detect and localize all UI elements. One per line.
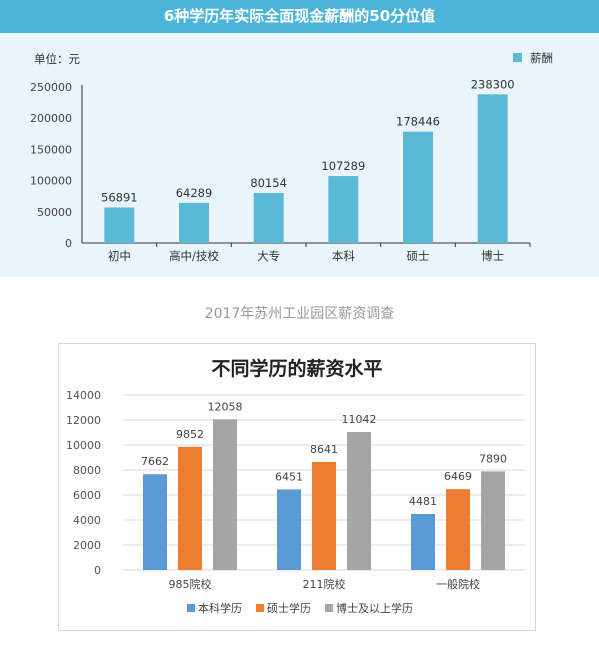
- bottom-chart-legend-label: 博士及以上学历: [336, 601, 413, 615]
- bottom-chart-bar: [213, 419, 237, 570]
- bottom-chart-panel: 不同学历的薪资水平 0 2000 4000 6000 8000 10000 12000 140…: [58, 343, 536, 631]
- bottom-chart-y-tick: 0: [94, 564, 101, 577]
- top-chart-x-tick: 本科: [332, 249, 355, 263]
- bottom-chart-data-label: 11042: [342, 413, 377, 426]
- bottom-chart-bar: [411, 513, 435, 570]
- bottom-chart-bar: [481, 471, 505, 570]
- top-chart-data-label: 238300: [471, 77, 515, 91]
- bottom-chart-data-label: 4481: [409, 495, 437, 508]
- top-chart-y-tick: 150000: [30, 143, 72, 156]
- top-chart-data-label: 64289: [176, 186, 213, 200]
- top-chart-legend-swatch: [513, 53, 522, 62]
- bottom-chart-title: 不同学历的薪资水平: [211, 358, 383, 380]
- top-chart-panel: 6种学历年实际全面现金薪酬的50分位值 单位：元 薪酬 0 50000 100000 15…: [0, 0, 599, 277]
- top-chart-bar: [328, 176, 359, 243]
- bottom-chart-y-tick: 14000: [66, 389, 101, 402]
- top-chart-x-tick: 博士: [481, 249, 504, 263]
- top-chart-data-label: 178446: [396, 115, 440, 129]
- bottom-chart-y-tick: 6000: [73, 489, 101, 502]
- top-chart-x-tick: 硕士: [407, 249, 430, 263]
- top-chart-y-tick: 100000: [30, 175, 72, 188]
- top-chart-legend-label: 薪酬: [530, 51, 553, 65]
- bottom-chart-x-tick: 985院校: [169, 577, 212, 591]
- bottom-chart-x-tick: 211院校: [303, 577, 346, 591]
- top-chart-bar: [104, 207, 135, 243]
- top-chart-x-tick: 初中: [108, 249, 131, 263]
- bottom-chart-y-tick: 4000: [73, 514, 101, 527]
- bottom-chart-bar: [178, 446, 202, 570]
- top-chart-bar: [253, 192, 284, 243]
- top-chart-data-label: 80154: [250, 176, 287, 190]
- bottom-chart-data-label: 12058: [208, 400, 243, 413]
- top-chart-bar: [477, 94, 508, 243]
- top-chart-x-tick: 高中/技校: [169, 249, 219, 263]
- bottom-chart-svg: 0 2000 4000 6000 8000 10000 12000 14000 7662 9852…: [66, 389, 525, 615]
- top-chart-y-tick: 200000: [30, 112, 72, 125]
- top-chart-bar: [179, 202, 209, 243]
- bottom-chart-y-tick: 10000: [66, 439, 101, 452]
- bottom-chart-bar: [143, 474, 167, 570]
- bottom-chart-data-label: 6451: [275, 470, 303, 483]
- bottom-chart-bar: [277, 489, 301, 570]
- top-chart-title-bar: [0, 0, 599, 33]
- bottom-chart-data-label: 6469: [444, 470, 472, 483]
- top-chart-data-label: 107289: [321, 159, 365, 173]
- bottom-chart-legend-label: 硕士学历: [267, 601, 311, 615]
- top-chart-y-tick: 50000: [37, 206, 72, 219]
- bottom-chart-data-label: 7890: [479, 452, 507, 465]
- bottom-chart-legend-swatch: [256, 604, 264, 612]
- bottom-chart-data-label: 7662: [141, 455, 169, 468]
- top-chart-y-tick: 0: [65, 237, 72, 250]
- bottom-chart-bar: [446, 489, 470, 570]
- bottom-chart-y-tick: 12000: [66, 414, 101, 427]
- top-chart-svg: 单位：元 薪酬 0 50000 100000 150000 200000 250000 5689…: [30, 51, 553, 263]
- top-chart-bar: [403, 131, 433, 243]
- bottom-chart-x-tick: 一般院校: [436, 577, 480, 591]
- bottom-chart-data-label: 8641: [310, 443, 338, 456]
- bottom-chart-bar: [347, 431, 371, 570]
- bottom-chart-data-label: 9852: [176, 428, 204, 441]
- top-chart-unit-label: 单位：元: [34, 52, 80, 66]
- bottom-chart-legend-swatch: [187, 604, 195, 612]
- top-chart-x-tick: 大专: [257, 249, 280, 263]
- top-chart-data-label: 56891: [101, 191, 138, 205]
- bottom-chart-bar: [312, 461, 336, 570]
- bottom-chart-legend-label: 本科学历: [198, 601, 242, 615]
- top-chart-y-tick: 250000: [30, 81, 72, 94]
- bottom-chart-y-tick: 8000: [73, 464, 101, 477]
- bottom-chart-y-tick: 2000: [73, 539, 101, 552]
- survey-caption: 2017年苏州工业园区薪资调查: [204, 306, 395, 322]
- top-chart-title: 6种学历年实际全面现金薪酬的50分位值: [163, 7, 436, 25]
- bottom-chart-legend-swatch: [325, 604, 333, 612]
